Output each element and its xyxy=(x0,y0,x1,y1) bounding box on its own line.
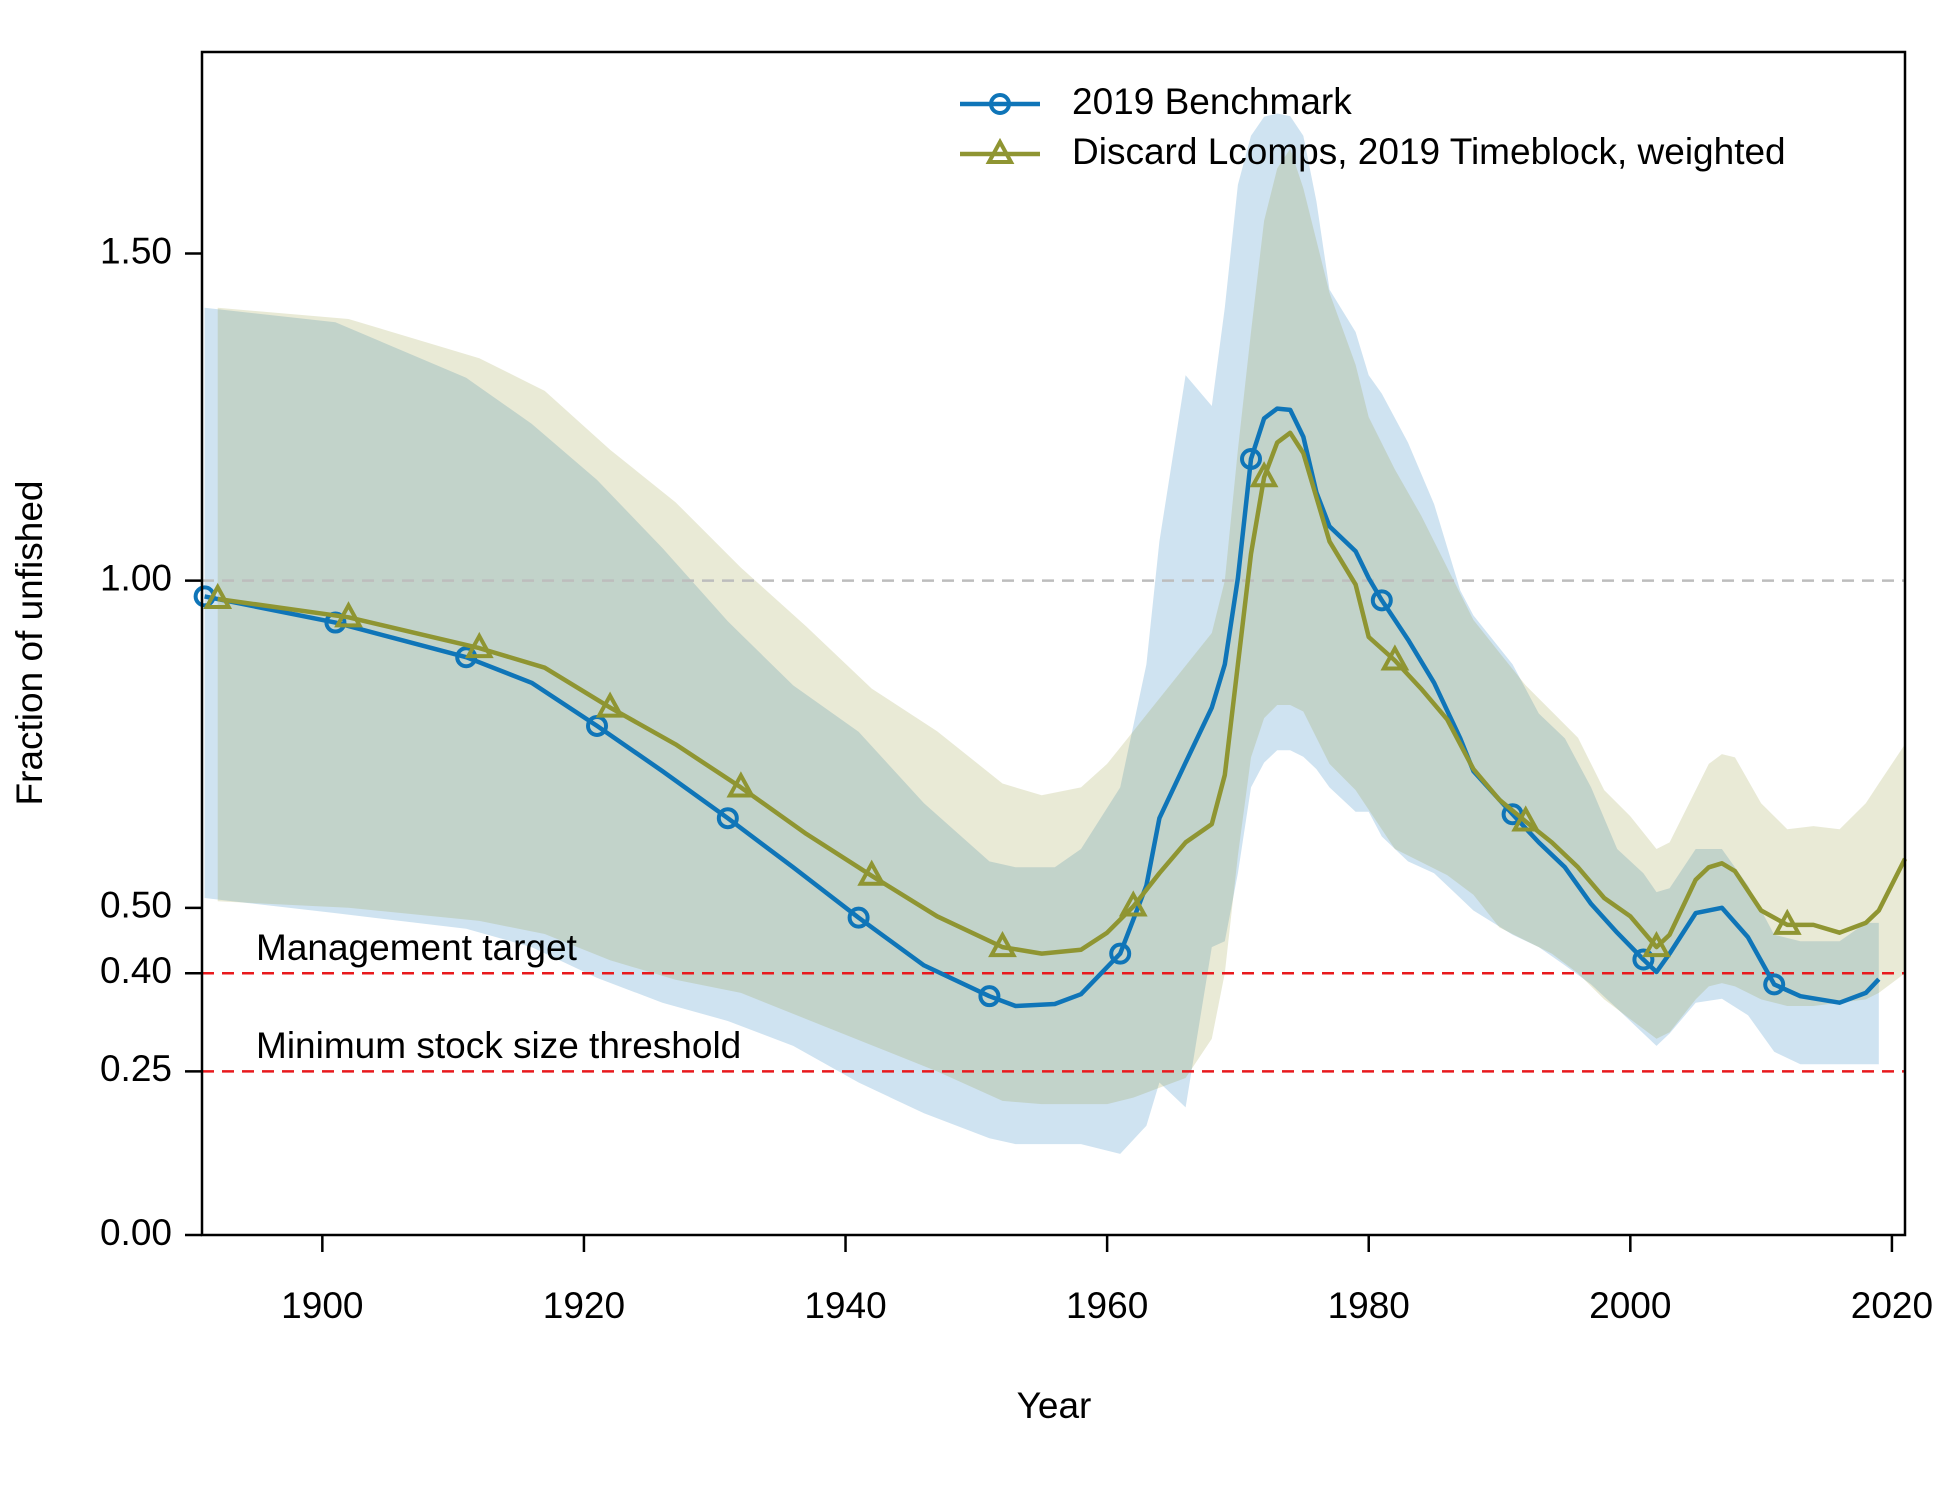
legend: 2019 Benchmark Discard Lcomps, 2019 Timeb… xyxy=(960,81,1786,172)
legend-label: Discard Lcomps, 2019 Timeblock, weighted xyxy=(1072,131,1786,172)
marker xyxy=(857,859,887,886)
marker xyxy=(1240,447,1263,470)
marker xyxy=(1118,890,1148,917)
legend-marker xyxy=(989,93,1011,115)
y-tick-label: 0.50 xyxy=(100,885,172,926)
marker xyxy=(595,691,625,718)
marker xyxy=(1511,805,1541,832)
marker xyxy=(847,906,870,929)
y-tick-label: 0.00 xyxy=(100,1212,172,1253)
marker xyxy=(1380,644,1410,671)
marker xyxy=(334,601,363,628)
confidence-band xyxy=(204,113,1879,1154)
x-tick-label: 1980 xyxy=(1328,1285,1410,1326)
x-tick-label: 1940 xyxy=(804,1285,886,1326)
marker xyxy=(1772,908,1802,935)
y-tick-label: 1.00 xyxy=(100,557,172,598)
marker xyxy=(1763,973,1786,996)
marker xyxy=(1632,948,1655,971)
y-tick-label: 0.25 xyxy=(100,1048,172,1089)
marker xyxy=(464,631,494,659)
axes: 0.00 0.25 0.40 0.50 1.00 1.50 1900 1920 1940 1960… xyxy=(100,50,1933,1326)
marker xyxy=(1109,942,1132,965)
bands xyxy=(204,113,1906,1154)
marker xyxy=(726,771,756,798)
y-tick-label: 0.40 xyxy=(100,950,172,991)
confidence-band xyxy=(217,148,1906,1105)
y-axis-title: Fraction of unfished xyxy=(9,481,50,806)
lines xyxy=(193,406,1908,1009)
legend-marker xyxy=(985,137,1015,164)
series-line xyxy=(217,430,1908,956)
marker xyxy=(1370,589,1393,612)
y-tick-label: 1.50 xyxy=(100,230,172,271)
marker xyxy=(716,807,739,830)
marker xyxy=(203,582,233,610)
x-axis-title: Year xyxy=(1017,1385,1092,1426)
x-tick-label: 1920 xyxy=(543,1285,625,1326)
reference-lines: Management target Minimum stock size thre… xyxy=(202,579,1905,1073)
x-tick-label: 1900 xyxy=(281,1285,363,1326)
x-tick-label: 1960 xyxy=(1066,1285,1148,1326)
plot-frame xyxy=(200,50,1907,1237)
x-tick-label: 2000 xyxy=(1589,1285,1671,1326)
marker xyxy=(1249,461,1279,488)
marker xyxy=(988,930,1017,958)
marker xyxy=(978,985,1001,1008)
reference-label: Management target xyxy=(256,927,578,968)
series-line xyxy=(204,406,1881,1009)
x-tick-label: 2020 xyxy=(1851,1285,1933,1326)
reference-label: Minimum stock size threshold xyxy=(256,1025,741,1066)
marker xyxy=(1642,930,1671,958)
legend-label: 2019 Benchmark xyxy=(1072,81,1352,122)
